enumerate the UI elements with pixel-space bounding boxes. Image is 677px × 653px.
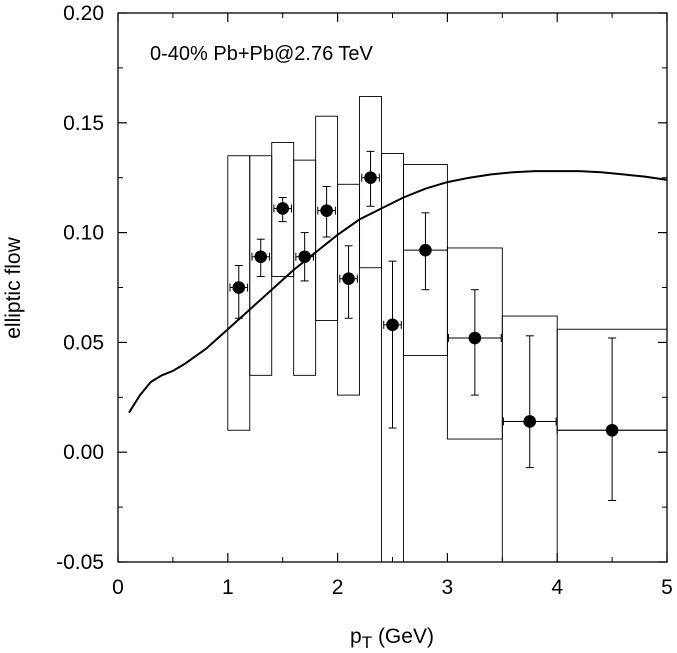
axis-ticks (117, 12, 668, 563)
y-axis-title: elliptic flow (2, 236, 25, 338)
data-point (605, 423, 619, 437)
y-tick-labels: -0.05 0.00 0.05 0.10 0.15 0.20 (56, 2, 104, 574)
x-tick-label: 5 (661, 576, 673, 599)
y-tick-label: -0.05 (56, 551, 104, 574)
data-point (276, 202, 290, 215)
systematic-box (501, 315, 558, 563)
y-tick-label: 0.15 (63, 112, 104, 135)
data-point (364, 171, 377, 184)
data-point (523, 415, 537, 428)
data-point (342, 272, 355, 286)
y-tick-label: 0.10 (63, 222, 104, 245)
x-tick-label: 3 (442, 576, 454, 599)
data-point (419, 243, 432, 257)
data-point (320, 204, 333, 217)
y-tick-label: 0.00 (63, 441, 104, 464)
x-tick-label: 0 (112, 576, 124, 599)
chart-annotation: 0-40% Pb+Pb@2.76 TeV (150, 43, 374, 65)
systematic-box (337, 183, 361, 396)
data-point (254, 250, 268, 264)
data-markers (232, 171, 619, 437)
x-axis-title-main: p (350, 625, 362, 648)
model-curve-group (128, 170, 668, 414)
error-bars (229, 150, 668, 502)
data-point (232, 281, 246, 294)
y-tick-label: 0.20 (63, 2, 104, 25)
x-tick-label: 1 (222, 576, 234, 599)
x-axis-title: pT (GeV) (350, 625, 434, 652)
x-axis-title-unit: (GeV) (372, 625, 434, 648)
model-curve (128, 170, 668, 414)
x-tick-label: 4 (551, 576, 563, 599)
data-point (468, 331, 482, 345)
x-axis-title-sub: T (362, 633, 372, 652)
systematic-boxes (227, 95, 668, 563)
data-point (386, 318, 399, 332)
x-tick-label: 2 (332, 576, 344, 599)
x-tick-labels: 0 1 2 3 4 5 (112, 576, 673, 599)
data-point (298, 250, 311, 264)
y-tick-label: 0.05 (63, 331, 104, 354)
